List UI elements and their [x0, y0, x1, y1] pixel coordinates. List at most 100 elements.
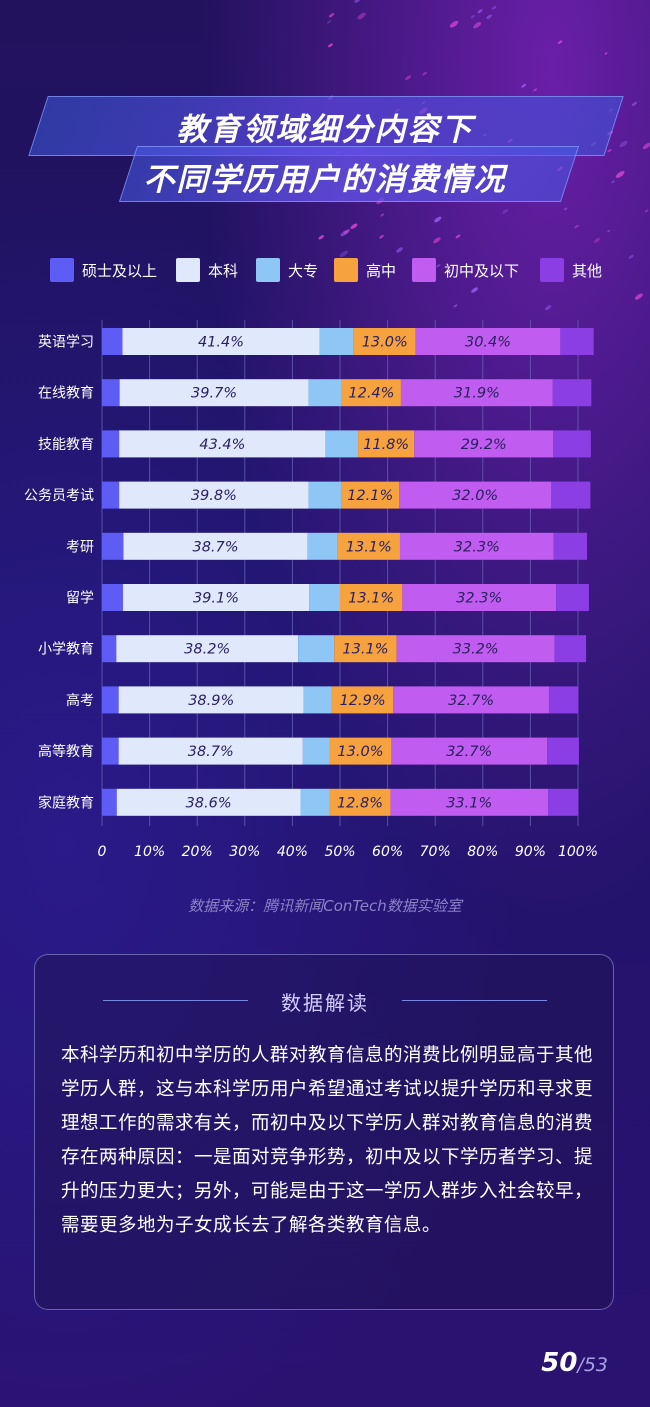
legend-label-junior: 初中及以下: [444, 261, 520, 280]
decor-dot: [434, 216, 442, 223]
data-label: 13.1%: [346, 539, 392, 555]
data-label: 43.4%: [199, 437, 245, 453]
decor-dot: [470, 14, 476, 19]
decor-dot: [405, 75, 412, 80]
bar-segment: [399, 481, 552, 509]
x-tick-label: 10%: [134, 844, 165, 860]
bar-segment: [325, 430, 359, 458]
decor-dot: [327, 43, 333, 48]
legend-label-other: 其他: [572, 261, 603, 280]
category-label: 小学教育: [38, 642, 94, 658]
legend-item-bachelor: 本科: [176, 256, 238, 284]
legend-swatch-bachelor: [176, 258, 200, 282]
decor-dot: [318, 235, 324, 240]
bar-segment: [102, 532, 124, 560]
page-total: /53: [577, 1354, 608, 1376]
category-label: 家庭教育: [38, 794, 94, 811]
bar-segment: [308, 379, 342, 407]
decor-dot: [422, 71, 427, 76]
decor-dot: [486, 14, 492, 20]
decor-dot: [604, 52, 608, 55]
decor-dot: [343, 229, 351, 235]
data-label: 38.2%: [184, 642, 230, 658]
bar-segment: [396, 635, 555, 663]
decor-dot: [433, 237, 441, 244]
data-label: 13.1%: [342, 642, 388, 658]
data-label: 29.2%: [461, 437, 507, 453]
stacked-bar-chart: 0 10% 20% 30% 40% 50% 60% 70% 80% 90% 100% 英语学习 41.4…: [24, 320, 598, 860]
decor-dot: [533, 88, 538, 92]
decor-dot: [477, 9, 483, 14]
bar-segment: [341, 481, 400, 509]
legend-item-junior: 初中及以下: [412, 256, 519, 284]
data-label: 13.1%: [348, 591, 394, 607]
decor-dot: [455, 234, 461, 239]
category-label: 高等教育: [38, 743, 94, 760]
bar-segment: [309, 584, 340, 611]
data-source: 数据来源：腾讯新闻ConTech数据实验室: [188, 897, 462, 915]
bar-segment: [390, 788, 549, 816]
bar-segment: [358, 430, 415, 458]
decor-dot: [380, 213, 385, 217]
bar-segment: [102, 328, 123, 355]
legend-label-master: 硕士及以上: [82, 261, 158, 280]
bar-segment: [329, 737, 392, 765]
data-label: 38.6%: [186, 795, 232, 811]
x-tick-label: 70%: [420, 844, 451, 860]
bar-segment: [102, 635, 117, 663]
category-label: 公务员考试: [24, 488, 94, 504]
x-tick-label: 80%: [467, 844, 498, 860]
data-label: 41.4%: [198, 335, 244, 351]
decor-dot: [631, 101, 638, 107]
chart-title-line2: 不同学历用户的消费情况: [143, 162, 507, 198]
decor-dot: [491, 5, 497, 10]
category-label: 技能教育: [38, 437, 94, 453]
bar-segment: [102, 584, 123, 611]
bar-segment: [102, 430, 120, 458]
decor-dot: [379, 234, 384, 239]
bar-segment: [102, 737, 119, 765]
decor-dot: [563, 207, 568, 211]
decor-dot: [502, 209, 509, 214]
legend-item-master: 硕士及以上: [50, 256, 157, 284]
legend-swatch-highschool: [334, 258, 358, 282]
category-label: 在线教育: [38, 386, 94, 402]
bar-segment: [122, 584, 310, 611]
data-label: 38.7%: [192, 539, 238, 555]
legend-swatch-college: [256, 258, 280, 282]
interpretation-text: 本科学历和初中学历的人群对教育信息的消费比例明显高于其他学历人群，这与本科学历用…: [61, 1045, 594, 1236]
decor-dot: [473, 21, 482, 29]
bar-segment: [415, 328, 561, 355]
decor-dot: [628, 254, 634, 259]
data-label: 39.7%: [191, 386, 237, 402]
x-tick-label: 90%: [515, 844, 546, 860]
data-label: 39.1%: [193, 591, 239, 607]
decor-dot: [634, 293, 643, 300]
decor-dot: [644, 209, 649, 213]
data-label: 12.4%: [348, 386, 394, 402]
title-banner: 教育领域细分内容下 不同学历用户的消费情况: [28, 96, 624, 206]
decor-dot: [615, 170, 625, 178]
data-label: 12.1%: [347, 488, 393, 504]
bar-segment: [560, 328, 594, 355]
decor-dot: [396, 247, 403, 253]
data-label: 12.8%: [337, 795, 383, 811]
bar-segment: [119, 481, 309, 509]
bar-segment: [119, 379, 309, 407]
bar-segment: [391, 737, 548, 765]
x-tick-label: 20%: [182, 844, 213, 860]
bar-segment: [308, 481, 342, 509]
decor-dot: [449, 20, 459, 28]
interpretation-title: 数据解读: [281, 991, 369, 1015]
decor-dot: [354, 0, 361, 3]
x-tick-label: 60%: [372, 844, 403, 860]
page-current: 50: [541, 1348, 578, 1378]
data-label: 13.0%: [337, 744, 383, 760]
bar-segment: [298, 635, 335, 663]
bar-segment: [553, 532, 588, 560]
decor-dot: [350, 223, 358, 230]
bar-segment: [414, 430, 554, 458]
data-label: 38.9%: [188, 693, 234, 709]
data-label: 32.0%: [452, 488, 498, 504]
interpretation-header: 数据解读: [35, 977, 615, 1015]
